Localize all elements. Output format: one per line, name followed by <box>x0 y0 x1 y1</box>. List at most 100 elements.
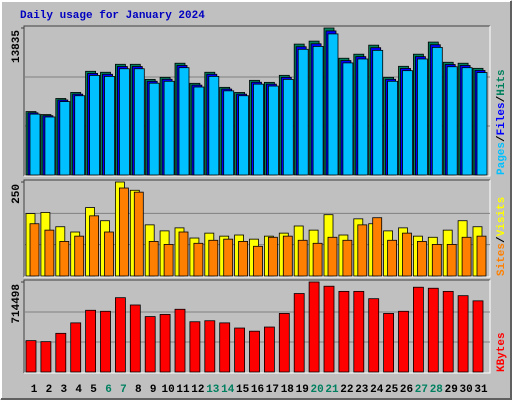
bar <box>446 66 458 176</box>
bar <box>29 223 40 277</box>
bar <box>461 67 473 176</box>
x-tick-label: 31 <box>474 384 488 396</box>
x-tick-label: 28 <box>430 384 444 396</box>
legend: KBytes <box>496 332 508 372</box>
x-tick-label: 1 <box>31 384 38 396</box>
legend: Pages/Files/Hits <box>496 69 508 175</box>
bar <box>267 236 278 277</box>
bar <box>193 86 205 176</box>
bar <box>238 241 249 277</box>
x-tick-label: 3 <box>60 384 67 396</box>
bar <box>29 113 41 176</box>
bar <box>119 68 130 176</box>
legend-entry: Files <box>496 102 508 135</box>
x-tick-label: 22 <box>340 384 353 396</box>
x-tick-label: 2 <box>46 384 53 396</box>
x-tick-label: 9 <box>150 384 157 396</box>
y-tick-label: 13835 <box>11 30 23 63</box>
x-tick-label: 4 <box>75 384 82 396</box>
bar <box>282 78 294 176</box>
chart-title: Daily usage for January 2024 <box>20 10 205 22</box>
bar <box>238 95 250 176</box>
bar <box>297 48 309 176</box>
bar <box>104 231 114 277</box>
x-tick-label: 12 <box>191 384 204 396</box>
bar <box>412 286 424 373</box>
bar <box>129 304 141 373</box>
x-tick-label: 21 <box>325 384 339 396</box>
bar <box>163 80 175 176</box>
x-tick-label: 26 <box>400 384 413 396</box>
bar <box>178 67 190 176</box>
bar <box>457 295 469 373</box>
bar <box>144 316 156 373</box>
bar <box>398 310 409 373</box>
bar <box>282 235 293 277</box>
x-tick-label: 29 <box>445 384 458 396</box>
bar <box>476 72 488 176</box>
bar <box>55 332 67 373</box>
bar <box>74 235 85 277</box>
bar <box>208 75 220 176</box>
bar <box>100 310 111 373</box>
bar <box>249 330 260 373</box>
x-tick-label: 23 <box>355 384 369 396</box>
bar <box>159 314 171 373</box>
bar <box>267 85 279 176</box>
bar <box>342 62 354 176</box>
x-tick-label: 27 <box>415 384 428 396</box>
bar <box>70 322 82 373</box>
bar <box>115 297 126 373</box>
legend-separator: / <box>496 236 508 243</box>
bar <box>223 238 234 277</box>
x-tick-label: 10 <box>161 384 174 396</box>
legend: Sites/Visits <box>496 197 508 276</box>
x-tick-label: 24 <box>370 384 384 396</box>
x-tick-label: 25 <box>385 384 399 396</box>
legend-entry: Hits <box>496 69 508 95</box>
legend-separator: / <box>496 135 508 142</box>
x-tick-label: 16 <box>251 384 264 396</box>
y-tick-label: 714498 <box>11 284 23 324</box>
bar <box>416 241 427 277</box>
bar <box>431 244 442 277</box>
bar <box>297 239 308 277</box>
bar <box>293 293 305 373</box>
bar <box>263 326 275 373</box>
x-tick-label: 11 <box>176 384 190 396</box>
bar <box>163 244 174 277</box>
panel-edge-light <box>24 280 491 374</box>
bar <box>174 308 186 373</box>
bar <box>119 187 129 277</box>
bar <box>342 239 353 277</box>
bar <box>59 241 70 277</box>
bar <box>85 309 96 373</box>
x-tick-label: 14 <box>221 384 235 396</box>
legend-entry: Pages <box>496 142 508 175</box>
bar <box>133 68 145 176</box>
bar <box>312 46 324 176</box>
x-tick-label: 5 <box>90 384 97 396</box>
bar <box>133 191 144 277</box>
x-tick-label: 6 <box>105 384 112 396</box>
bar <box>234 327 246 373</box>
x-tick-label: 7 <box>120 384 127 396</box>
bar <box>308 281 320 373</box>
bar <box>357 224 368 277</box>
legend-entry: KBytes <box>496 332 508 372</box>
bar <box>44 229 55 277</box>
bar <box>353 290 365 373</box>
bar <box>74 95 86 176</box>
x-tick-label: 20 <box>310 384 323 396</box>
bar <box>278 313 290 373</box>
bar <box>427 287 439 373</box>
legend-entry: Sites <box>496 243 508 276</box>
bar <box>446 244 457 277</box>
bar <box>208 239 219 277</box>
x-tick-label: 15 <box>236 384 250 396</box>
bar <box>253 245 263 277</box>
legend-entry: Visits <box>496 197 508 237</box>
bar <box>461 236 472 277</box>
bar <box>472 300 484 373</box>
